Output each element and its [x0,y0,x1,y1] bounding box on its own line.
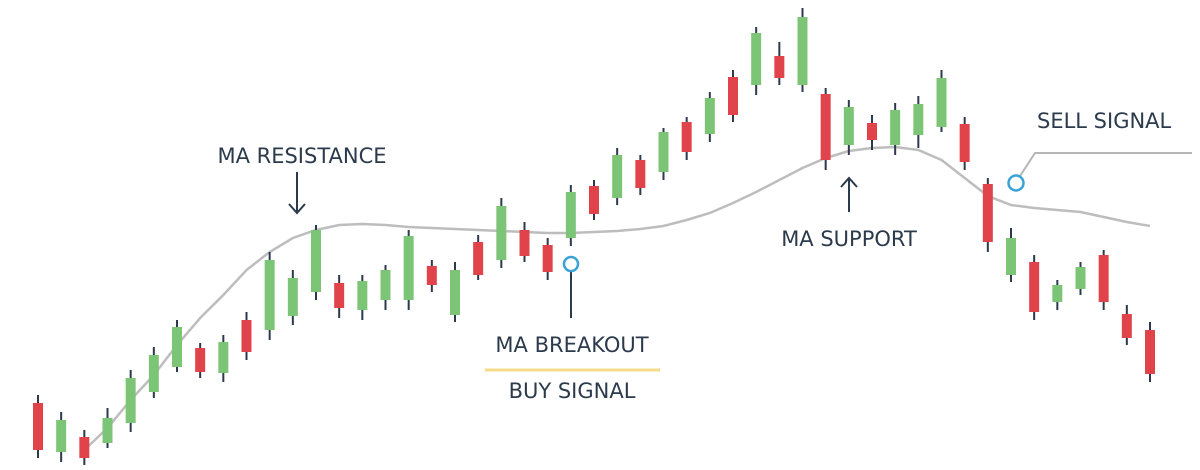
candle-body [589,186,599,214]
candle-body [33,403,43,450]
candle-body [982,184,993,242]
candle-body [426,266,437,285]
candle-body [148,355,159,392]
candle-body [728,77,738,115]
candle-body [1075,267,1086,289]
candle-body [380,270,391,300]
candle-body [311,230,321,292]
candle-body [195,348,206,372]
breakout-marker [562,255,580,273]
candle-body [450,270,460,315]
candle-body [936,78,947,127]
candle-body [751,33,762,85]
candle-body [473,242,484,275]
candle-body [264,260,275,330]
sell-marker [1007,174,1025,192]
candle-body [867,123,877,140]
candle-body [1052,285,1063,302]
annotation: MA RESISTANCE [217,144,386,168]
candle-body [519,230,530,256]
candle-body [820,94,831,160]
candle-body [774,56,785,78]
candle-body [496,206,507,260]
candle-body [1121,314,1132,338]
candle-body [797,17,808,85]
candle-body [890,110,901,145]
candle-body [403,236,414,300]
candle-body [79,437,90,458]
candle-body [172,327,182,367]
candle-body [704,98,715,134]
candle-body [1006,238,1016,275]
candle-body [287,278,298,316]
arrow-down [288,172,306,215]
candle-body [565,192,576,238]
candle-body [218,342,229,373]
candle-body [334,283,345,308]
candle-body [241,320,252,352]
annotation: SELL SIGNAL [1037,109,1172,133]
candle-body [56,420,67,452]
arrow-up [840,176,858,212]
candle-body [125,378,136,423]
candle-body [681,122,692,152]
annotation: MA SUPPORT [781,227,917,251]
candle-body [1029,262,1040,312]
candles [33,8,1155,465]
candle-body [843,107,854,145]
moving-average [83,145,1151,451]
candle-body [635,160,646,188]
candle-body [658,132,669,172]
candle-body [959,124,970,162]
candle-body [357,281,368,310]
annotation: BUY SIGNAL [509,379,636,403]
candle-body [1145,330,1155,374]
candle-body [102,418,113,443]
sell-pointer [1019,152,1192,177]
annotation: MA BREAKOUT [495,333,648,357]
candle-body [612,155,623,198]
candle-body [913,104,924,135]
candle-body [1098,255,1109,302]
candle-body [542,245,553,272]
